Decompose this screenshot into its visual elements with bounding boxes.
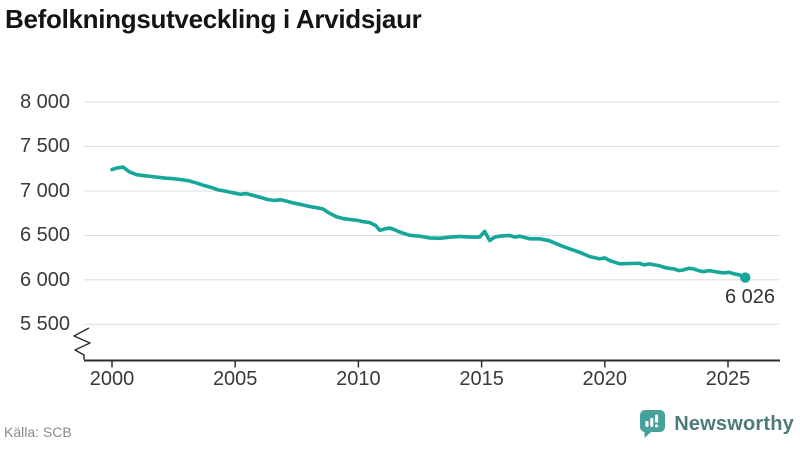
axis-break-icon (73, 327, 91, 360)
x-axis-label: 2025 (705, 368, 751, 390)
x-axis-label: 2005 (212, 368, 258, 390)
source-note: Källa: SCB (4, 424, 72, 440)
newsworthy-logo-icon (640, 410, 666, 438)
y-axis-label: 8 000 (19, 91, 70, 113)
x-axis-label: 2015 (459, 368, 504, 390)
y-axis-label: 7 000 (19, 179, 70, 202)
end-point-label: 6 026 (724, 286, 776, 308)
population-line (110, 165, 747, 280)
end-point-dot (740, 272, 751, 283)
x-axis-label: 2010 (336, 368, 381, 390)
newsworthy-logo[interactable]: Newsworthy (640, 408, 794, 440)
chart-title: Befolkningsutveckling i Arvidsjaur (5, 4, 422, 34)
x-axis-label: 2020 (582, 368, 628, 390)
x-axis-label: 2000 (89, 368, 135, 390)
newsworthy-logo-text: Newsworthy (674, 412, 794, 435)
y-axis-label: 7 500 (19, 135, 70, 158)
y-axis-label: 6 500 (19, 224, 70, 247)
y-axis-label: 5 500 (19, 313, 70, 336)
y-axis-label: 6 000 (19, 268, 70, 291)
